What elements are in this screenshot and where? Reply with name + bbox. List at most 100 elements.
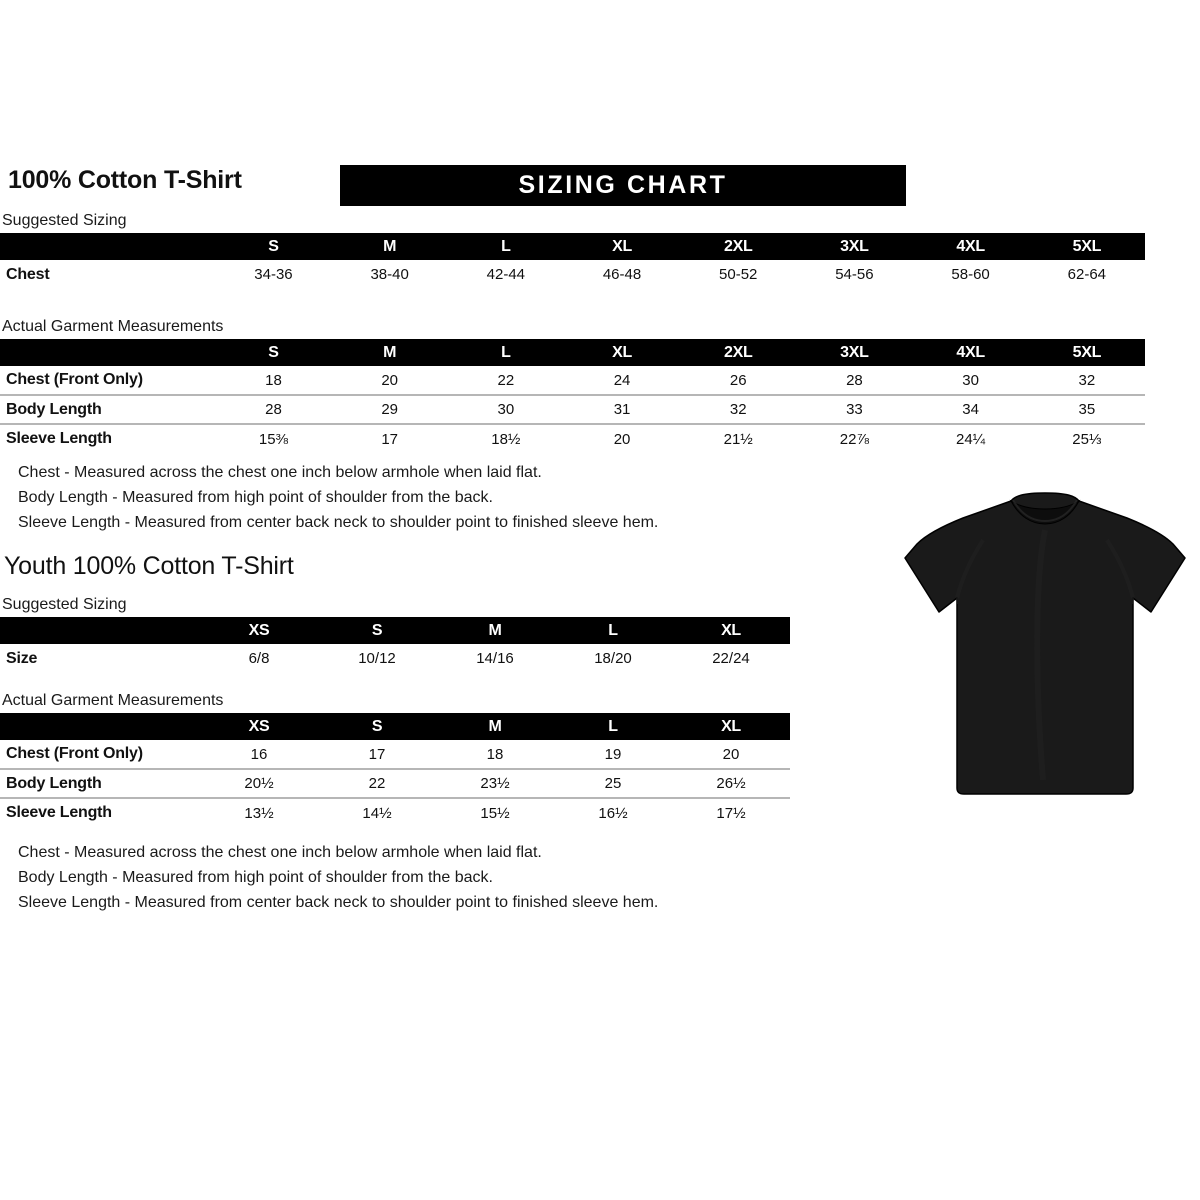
column-header-xs: XS xyxy=(248,621,270,639)
cell-sleeve-length-xl: 20 xyxy=(563,423,681,453)
cell-sleeve-length-l: 16½ xyxy=(554,797,672,827)
cell-sleeve-length-3xl: 22⅞ xyxy=(796,423,913,453)
cell-body-length-xs: 20½ xyxy=(200,768,318,798)
column-header-m: M xyxy=(488,621,502,639)
cell-chest-4xl: 58-60 xyxy=(951,266,990,283)
cell-chest-front-s: 18 xyxy=(265,371,282,389)
cell-sleeve-length-s: 14½ xyxy=(318,797,436,827)
column-header-blank xyxy=(0,339,215,366)
column-header-5xl: 5XL xyxy=(1072,237,1102,255)
youth-actual-measurements-table: XS S M L XL Chest (Front Only) 16 17 18 … xyxy=(0,713,790,827)
column-header-xs: XS xyxy=(248,717,270,735)
note-body-length: Body Length - Measured from high point o… xyxy=(18,869,493,886)
column-header-m: M xyxy=(488,717,502,735)
row-label-body-length: Body Length xyxy=(0,768,200,798)
column-header-l: L xyxy=(608,621,618,639)
column-header-l: L xyxy=(501,343,511,361)
table-row: Body Length 28 29 30 31 32 33 34 35 xyxy=(0,394,1145,424)
note-body-length: Body Length - Measured from high point o… xyxy=(18,489,493,506)
column-header-blank xyxy=(0,233,215,260)
tshirt-illustration xyxy=(895,470,1195,810)
cell-chest-5xl: 62-64 xyxy=(1067,266,1107,283)
row-label-sleeve-length: Sleeve Length xyxy=(0,423,216,453)
tshirt-icon xyxy=(904,492,1186,795)
row-label-size: Size xyxy=(6,649,38,667)
cell-size-m: 14/16 xyxy=(476,650,514,667)
cell-chest-front-l: 22 xyxy=(497,371,515,389)
table-header-row: S M L XL 2XL 3XL 4XL 5XL xyxy=(0,339,1145,366)
youth-section-title: Youth 100% Cotton T-Shirt xyxy=(4,552,294,580)
column-header-xl: XL xyxy=(721,717,741,735)
cell-chest-front-xl: 24 xyxy=(613,371,631,389)
column-header-blank xyxy=(0,713,200,740)
adult-actual-measurements-caption: Actual Garment Measurements xyxy=(2,318,224,335)
column-header-2xl: 2XL xyxy=(723,237,753,255)
row-label-body-length: Body Length xyxy=(0,394,216,424)
youth-suggested-sizing-table: XS S M L XL Size 6/8 10/12 14/16 18/20 2… xyxy=(0,617,790,673)
cell-chest-2xl: 50-52 xyxy=(719,266,758,283)
column-header-m: M xyxy=(383,237,397,255)
cell-sleeve-length-4xl: 24¼ xyxy=(912,423,1029,453)
column-header-s: S xyxy=(268,343,279,361)
column-header-l: L xyxy=(608,717,618,735)
column-header-2xl: 2XL xyxy=(723,343,753,361)
note-chest: Chest - Measured across the chest one in… xyxy=(18,464,542,481)
column-header-m: M xyxy=(383,343,397,361)
cell-body-length-m: 23½ xyxy=(436,768,554,798)
cell-chest-front-xl: 20 xyxy=(722,745,740,763)
cell-body-length-5xl: 35 xyxy=(1028,394,1145,424)
cell-sleeve-length-2xl: 21½ xyxy=(680,423,797,453)
table-header-row: XS S M L XL xyxy=(0,617,790,644)
column-header-xl: XL xyxy=(721,621,741,639)
cell-chest-m: 38-40 xyxy=(370,266,409,283)
adult-measurement-notes: Chest - Measured across the chest one in… xyxy=(18,460,658,535)
cell-chest-front-l: 19 xyxy=(604,745,622,763)
row-label-chest-front-only: Chest (Front Only) xyxy=(6,371,143,388)
adult-suggested-sizing-caption: Suggested Sizing xyxy=(2,212,127,229)
adult-actual-measurements-table: S M L XL 2XL 3XL 4XL 5XL Chest (Front On… xyxy=(0,339,1145,453)
table-row: Chest 34-36 38-40 42-44 46-48 50-52 54-5… xyxy=(0,260,1145,289)
cell-body-length-xl: 26½ xyxy=(672,768,790,798)
table-header-row: S M L XL 2XL 3XL 4XL 5XL xyxy=(0,233,1145,260)
cell-body-length-m: 29 xyxy=(331,394,448,424)
column-header-xl: XL xyxy=(612,237,632,255)
cell-size-s: 10/12 xyxy=(358,650,396,667)
cell-body-length-xl: 31 xyxy=(563,394,681,424)
cell-body-length-3xl: 33 xyxy=(796,394,913,424)
table-row: Body Length 20½ 22 23½ 25 26½ xyxy=(0,768,790,798)
cell-chest-front-m: 20 xyxy=(381,371,398,389)
column-header-xl: XL xyxy=(612,343,632,361)
adult-suggested-sizing-table: S M L XL 2XL 3XL 4XL 5XL Chest 34-36 38-… xyxy=(0,233,1145,289)
table-row: Sleeve Length 13½ 14½ 15½ 16½ 17½ xyxy=(0,797,790,827)
cell-body-length-2xl: 32 xyxy=(680,394,797,424)
adult-section-title: 100% Cotton T-Shirt xyxy=(8,166,242,194)
cell-sleeve-length-xl: 17½ xyxy=(672,797,790,827)
sizing-chart-banner: SIZING CHART xyxy=(340,165,906,206)
note-chest: Chest - Measured across the chest one in… xyxy=(18,844,542,861)
row-label-chest-front-only: Chest (Front Only) xyxy=(6,745,143,762)
cell-chest-s: 34-36 xyxy=(254,266,293,283)
cell-chest-3xl: 54-56 xyxy=(835,266,874,283)
cell-size-xs: 6/8 xyxy=(248,650,270,667)
cell-body-length-s: 22 xyxy=(318,768,436,798)
row-label-sleeve-length: Sleeve Length xyxy=(0,797,200,827)
cell-size-xl: 22/24 xyxy=(712,650,750,667)
cell-chest-front-3xl: 28 xyxy=(846,371,863,389)
column-header-4xl: 4XL xyxy=(956,237,985,255)
cell-body-length-l: 25 xyxy=(554,768,672,798)
column-header-3xl: 3XL xyxy=(840,237,869,255)
cell-chest-l: 42-44 xyxy=(486,266,526,283)
row-label-chest: Chest xyxy=(6,265,50,283)
column-header-4xl: 4XL xyxy=(956,343,985,361)
cell-chest-front-2xl: 26 xyxy=(729,371,747,389)
cell-sleeve-length-xs: 13½ xyxy=(200,797,318,827)
note-sleeve-length: Sleeve Length - Measured from center bac… xyxy=(18,514,659,531)
table-row: Size 6/8 10/12 14/16 18/20 22/24 xyxy=(0,644,790,673)
sizing-chart-banner-label: SIZING CHART xyxy=(518,171,728,199)
cell-chest-front-s: 17 xyxy=(368,745,386,763)
cell-body-length-4xl: 34 xyxy=(912,394,1029,424)
cell-size-l: 18/20 xyxy=(594,650,632,667)
table-row: Chest (Front Only) 16 17 18 19 20 xyxy=(0,740,790,769)
cell-sleeve-length-5xl: 25⅓ xyxy=(1028,423,1145,453)
